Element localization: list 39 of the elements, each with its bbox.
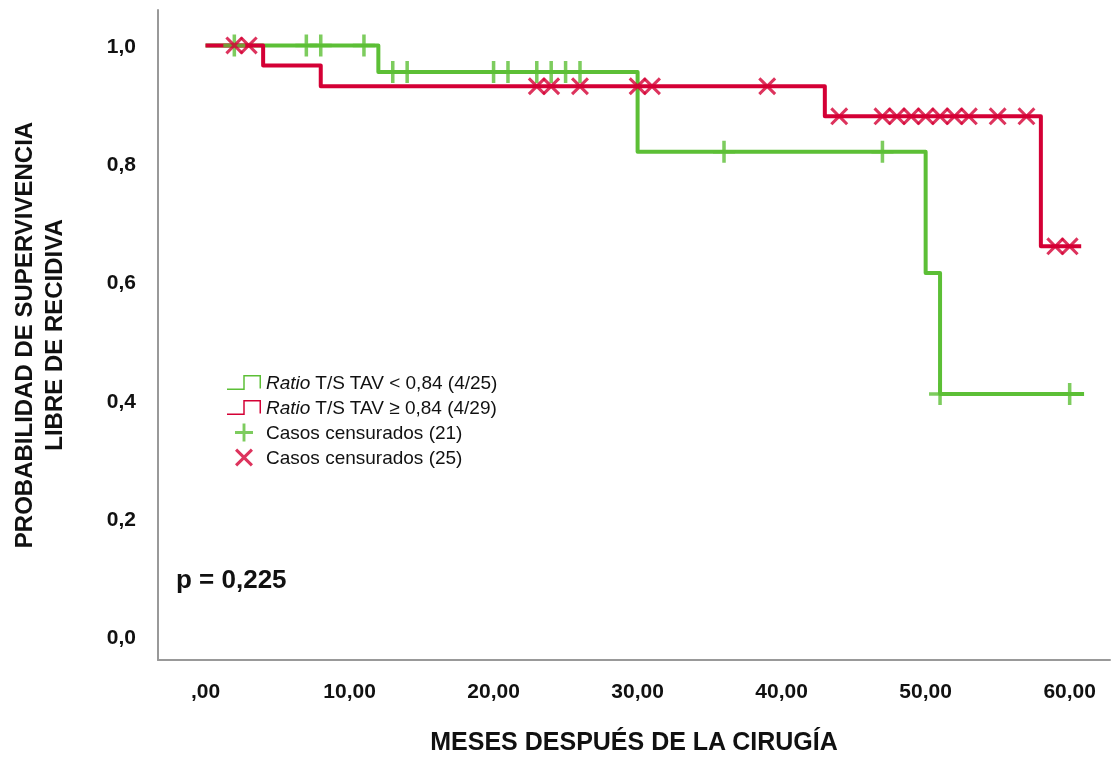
point [871, 140, 894, 163]
point [352, 34, 375, 57]
x-tick-label: 60,00 [1043, 679, 1096, 702]
point [1017, 107, 1036, 126]
point [713, 140, 736, 163]
x-tick-label: 50,00 [899, 679, 952, 702]
point [988, 107, 1007, 126]
point [1060, 237, 1079, 256]
y-axis-title: PROBABILIDAD DE SUPERVIVENCIA LIBRE DE RECIDIVA [9, 121, 67, 549]
point [830, 107, 849, 126]
point [239, 36, 258, 55]
x-tick-label: 30,00 [611, 679, 664, 702]
y-tick-label: 1,0 [106, 33, 136, 57]
x-tick-label: ,00 [190, 679, 221, 702]
x-tick-label: 40,00 [755, 679, 808, 702]
point [309, 34, 332, 57]
point [873, 107, 892, 126]
point [542, 77, 561, 96]
point [527, 77, 546, 96]
y-tick-label: 0,0 [106, 624, 136, 648]
x-axis-title: MESES DESPUÉS DE LA CIRUGÍA [430, 726, 838, 755]
point [902, 107, 921, 126]
annotation: p = 0,225 [176, 564, 287, 594]
point [758, 77, 777, 96]
legend-label: Ratio T/S TAV < 0,84 (4/25) [266, 372, 498, 393]
point [959, 107, 978, 126]
legend-label: Casos censurados (25) [266, 447, 463, 468]
y-tick-label: 0,4 [106, 388, 137, 412]
legend-label: Ratio T/S TAV ≥ 0,84 (4/29) [266, 397, 497, 418]
y-tick-label: 0,6 [106, 270, 136, 294]
point [570, 77, 589, 96]
point [945, 107, 964, 126]
y-tick-label: 0,2 [106, 506, 136, 530]
legend-label: Casos censurados (21) [266, 422, 463, 443]
point [643, 77, 661, 96]
y-tick-label: 0,8 [106, 152, 137, 176]
x-tick-label: 10,00 [323, 679, 376, 702]
x-tick-label: 20,00 [467, 679, 520, 702]
point [1046, 237, 1065, 256]
